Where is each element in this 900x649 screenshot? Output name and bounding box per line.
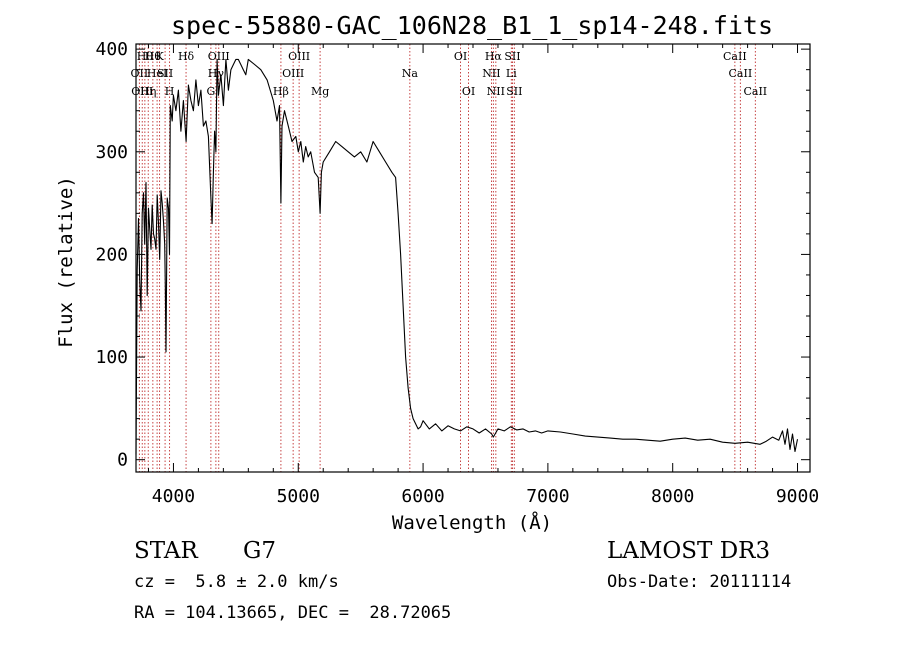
x-tick-label-3: 7000 bbox=[526, 486, 569, 507]
line-label-7: SII bbox=[157, 67, 173, 80]
observation-date: Obs-Date: 20111114 bbox=[607, 572, 792, 592]
line-label-13: Hβ bbox=[273, 85, 289, 98]
line-label-11: Hγ bbox=[208, 67, 225, 80]
survey-name: LAMOST DR3 bbox=[607, 538, 771, 564]
line-label-9: Hδ bbox=[178, 50, 195, 63]
x-axis-ticks: 4000 5000 6000 7000 8000 9000 bbox=[147, 44, 819, 507]
line-label-27: CaII bbox=[729, 67, 753, 80]
line-label-14: OIII bbox=[282, 67, 304, 80]
y-axis-ticks: 0 100 200 300 400 bbox=[95, 39, 810, 471]
line-label-4: Hθ bbox=[145, 50, 162, 63]
line-label-26: CaII bbox=[723, 50, 747, 63]
line-label-8: H bbox=[165, 85, 175, 98]
x-tick-label-5: 9000 bbox=[776, 486, 819, 507]
y-tick-label-3: 300 bbox=[95, 142, 128, 163]
line-label-0: OII bbox=[131, 67, 149, 80]
spectral-line-labels: OII OIII Hθ Hη Hθ HeI K SII H Hδ G Hγ OIII Hβ OIII OIII… bbox=[131, 50, 768, 98]
line-label-1: OIII bbox=[131, 85, 153, 98]
object-class: STAR bbox=[134, 538, 198, 564]
y-tick-label-2: 200 bbox=[95, 244, 128, 265]
line-label-24: SII bbox=[504, 50, 520, 63]
line-label-20: NII bbox=[482, 67, 500, 80]
x-tick-label-0: 4000 bbox=[152, 486, 195, 507]
chart-title: spec-55880-GAC_106N28_B1_1_sp14-248.fits bbox=[171, 11, 773, 40]
line-label-22: NII bbox=[487, 85, 505, 98]
plot-frame bbox=[135, 43, 811, 473]
line-label-10: G bbox=[206, 85, 215, 98]
line-label-3: Hη bbox=[140, 85, 156, 98]
line-label-12: OIII bbox=[208, 50, 230, 63]
y-tick-label-4: 400 bbox=[95, 39, 128, 60]
spectral-line-markers bbox=[138, 44, 756, 472]
line-label-23: Li bbox=[506, 67, 517, 80]
coordinates-readout: RA = 104.13665, DEC = 28.72065 bbox=[134, 603, 452, 623]
line-label-28: CaII bbox=[743, 85, 767, 98]
redshift-readout: cz = 5.8 ± 2.0 km/s bbox=[134, 572, 339, 592]
y-axis-label: Flux (relative) bbox=[55, 176, 77, 348]
line-label-16: Mg bbox=[311, 85, 329, 98]
y-tick-label-0: 0 bbox=[117, 450, 128, 471]
x-tick-label-1: 5000 bbox=[277, 486, 320, 507]
line-label-25: SII bbox=[506, 85, 522, 98]
y-tick-label-1: 100 bbox=[95, 347, 128, 368]
line-label-5: HeI bbox=[147, 67, 167, 80]
line-label-15: OIII bbox=[288, 50, 310, 63]
line-label-17: Na bbox=[402, 67, 419, 80]
line-label-6: K bbox=[155, 50, 164, 63]
x-tick-label-4: 8000 bbox=[651, 486, 694, 507]
line-label-2: Hθ bbox=[137, 50, 154, 63]
spectrum-line bbox=[135, 58, 799, 455]
object-subclass: G7 bbox=[243, 538, 277, 564]
line-label-18: OI bbox=[454, 50, 467, 63]
line-label-21: Hα bbox=[485, 50, 503, 63]
x-tick-label-2: 6000 bbox=[401, 486, 444, 507]
x-axis-label: Wavelength (Å) bbox=[392, 511, 552, 534]
line-label-19: OI bbox=[462, 85, 475, 98]
